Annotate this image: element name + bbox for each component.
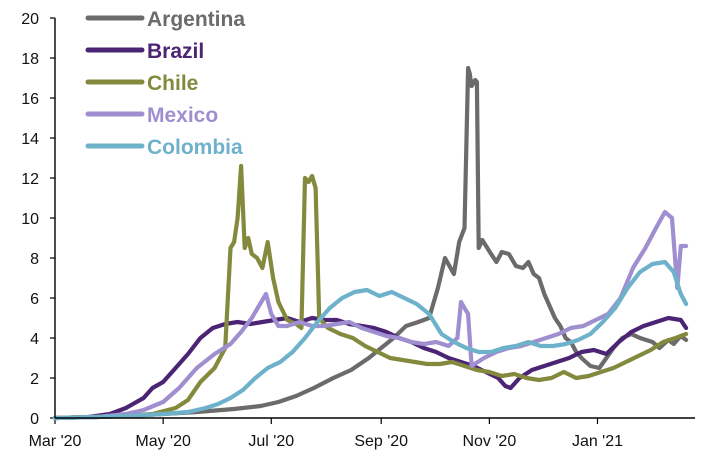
x-tick-label: Sep '20 xyxy=(354,433,408,450)
y-tick-label: 16 xyxy=(21,91,39,108)
x-tick-label: Jul '20 xyxy=(248,433,294,450)
x-axis-ticks: Mar '20 May '20 Jul '20 Sep '20 Nov '20 Jan '… xyxy=(29,418,623,450)
y-tick-label: 4 xyxy=(30,331,39,348)
y-tick-label: 20 xyxy=(21,11,39,28)
series-line-colombia xyxy=(52,259,689,421)
legend-label-mexico: Mexico xyxy=(147,104,218,127)
y-tick-label: 12 xyxy=(21,171,39,188)
y-tick-label: 18 xyxy=(21,51,39,68)
x-tick-label: May '20 xyxy=(135,433,191,450)
y-tick-label: 6 xyxy=(30,291,39,308)
legend-label-chile: Chile xyxy=(147,72,198,95)
legend-label-brazil: Brazil xyxy=(147,40,204,63)
y-tick-label: 14 xyxy=(21,131,39,148)
series-line-chile xyxy=(52,163,689,421)
y-axis-ticks: 0 2 4 6 8 10 12 14 16 18 20 xyxy=(21,11,55,428)
legend-label-colombia: Colombia xyxy=(147,136,243,159)
legend-label-argentina: Argentina xyxy=(147,8,245,31)
x-tick-label: Mar '20 xyxy=(29,433,82,450)
series-line-mexico xyxy=(52,209,689,421)
y-tick-label: 10 xyxy=(21,211,39,228)
x-tick-label: Nov '20 xyxy=(462,433,516,450)
y-tick-label: 0 xyxy=(30,411,39,428)
x-tick-label: Jan '21 xyxy=(572,433,623,450)
y-tick-label: 8 xyxy=(30,251,39,268)
series-line-argentina xyxy=(52,65,689,421)
series-lines xyxy=(52,65,689,421)
y-tick-label: 2 xyxy=(30,371,39,388)
legend: Argentina Brazil Chile Mexico Colombia xyxy=(85,8,245,159)
